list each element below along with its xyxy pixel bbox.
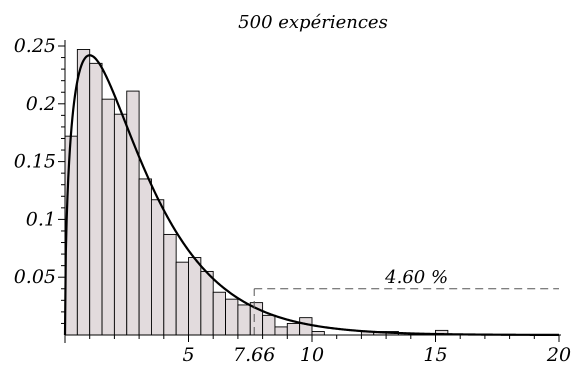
histogram-bars (64, 49, 449, 336)
threshold-annotation: 4.60 % (253, 267, 559, 335)
threshold-percent-label: 4.60 % (384, 267, 448, 288)
histogram-bar (126, 90, 140, 336)
x-tick-label: 15 (423, 344, 447, 365)
x-tick-label: 20 (546, 344, 571, 365)
histogram-bar (175, 261, 189, 336)
histogram-bar (212, 291, 226, 336)
histogram-bar (262, 314, 276, 336)
histogram-bar (200, 270, 214, 336)
y-tick-label: 0.1 (26, 208, 56, 230)
chart-title: 500 expériences (238, 12, 388, 33)
histogram-bar (286, 322, 301, 336)
axes: 5 7.66 10 15 20 0.05 0.1 0.15 0.2 0.25 (14, 35, 571, 365)
y-tick-label: 0.05 (14, 266, 56, 288)
x-tick-label: 5 (182, 344, 194, 365)
histogram-bar (89, 62, 103, 336)
histogram-bar (150, 199, 165, 336)
y-tick-label: 0.15 (14, 151, 56, 173)
histogram-bar (76, 49, 91, 336)
histogram-bar (299, 317, 313, 336)
histogram-bar (188, 257, 202, 336)
histogram-bar (138, 178, 152, 336)
x-tick-label: 7.66 (233, 344, 275, 365)
x-tick-label: 10 (300, 344, 324, 365)
histogram-bar (274, 326, 288, 336)
histogram-bar (225, 298, 239, 336)
histogram-bar (113, 113, 128, 336)
histogram-bar (237, 304, 251, 336)
y-tick-label: 0.2 (26, 93, 56, 115)
histogram-bar (311, 331, 325, 336)
histogram-bar (101, 98, 115, 336)
histogram-bar (163, 233, 177, 336)
y-tick-label: 0.25 (14, 35, 56, 57)
